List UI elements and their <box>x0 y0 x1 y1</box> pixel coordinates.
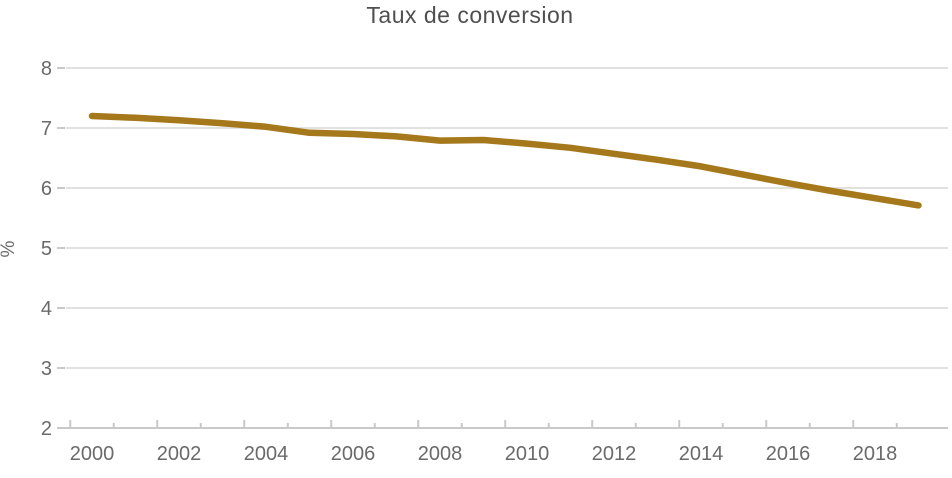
y-tick-label: 6 <box>41 178 52 200</box>
x-tick-label: 2010 <box>505 443 550 465</box>
y-tick-label: 7 <box>41 118 52 140</box>
y-axis-label: % <box>0 240 19 257</box>
y-tick-label: 5 <box>41 238 52 260</box>
x-tick-label: 2006 <box>331 443 376 465</box>
data-line <box>88 112 922 209</box>
x-tick-label: 2002 <box>157 443 202 465</box>
x-tick-label: 2008 <box>418 443 463 465</box>
x-tick-label: 2016 <box>766 443 811 465</box>
x-tick-label: 2004 <box>244 443 289 465</box>
y-tick-label: 3 <box>41 358 52 380</box>
y-tick-label: 4 <box>41 298 52 320</box>
x-tick-label: 2018 <box>853 443 898 465</box>
y-tick-label: 8 <box>41 58 52 80</box>
x-tick-label: 2014 <box>679 443 724 465</box>
chart-title: Taux de conversion <box>366 2 574 28</box>
x-tick-label: 2000 <box>70 443 115 465</box>
y-tick-label: 2 <box>41 418 52 440</box>
x-tick-label: 2012 <box>592 443 637 465</box>
